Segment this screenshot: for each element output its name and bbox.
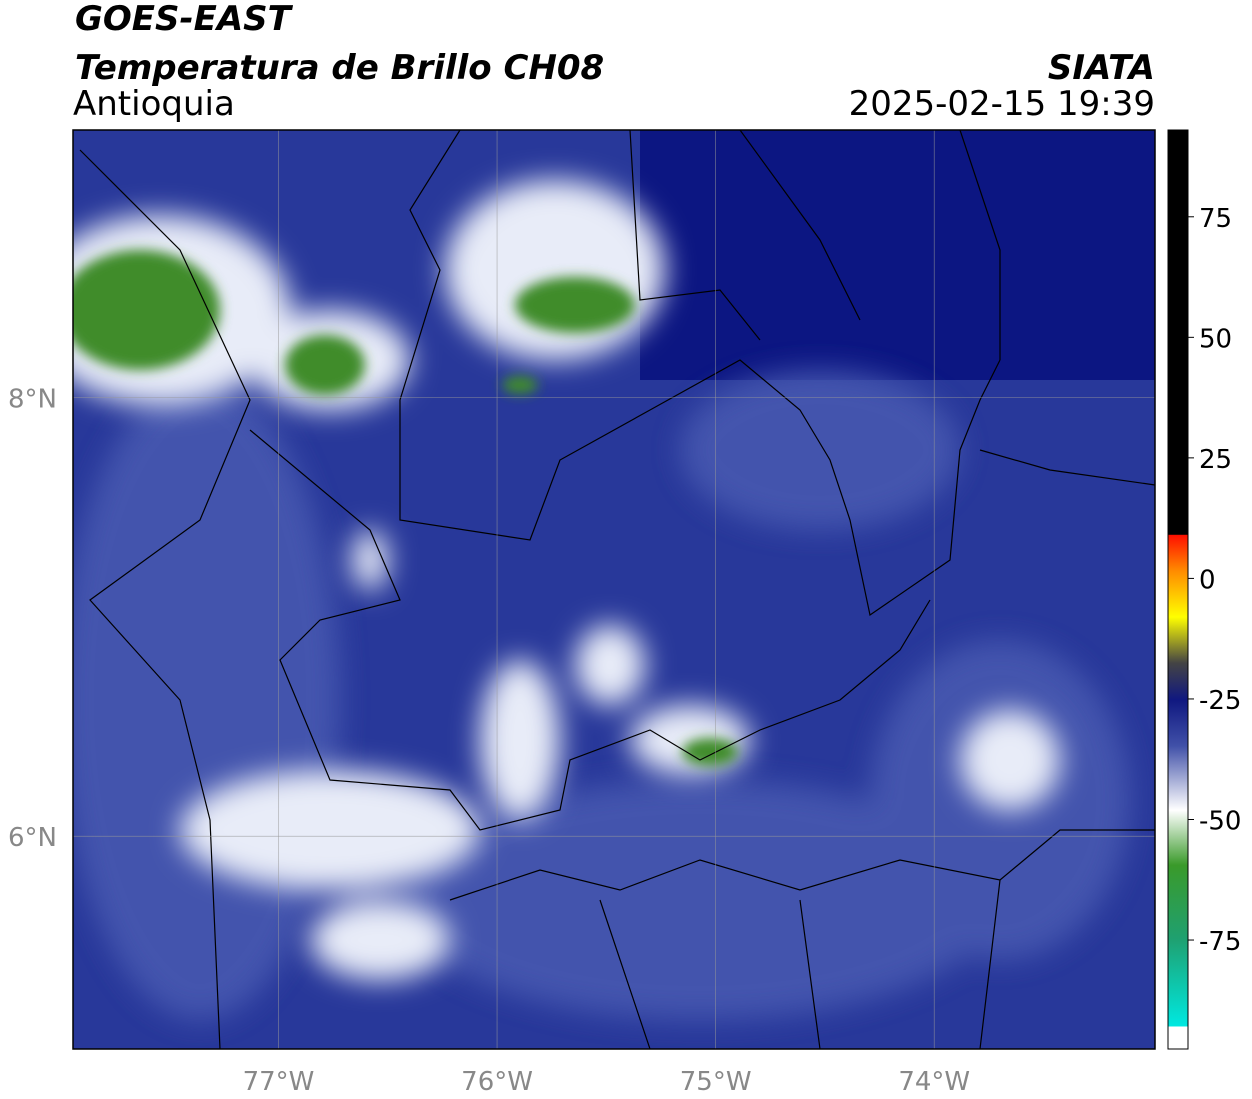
colorbar-tick-label: 0: [1199, 565, 1216, 595]
colorbar-tick-label: 75: [1199, 204, 1232, 234]
colorbar-tick-label: -50: [1199, 806, 1241, 836]
title: GOES-EAST: [75, 0, 294, 39]
x-tick-label: 75°W: [680, 1067, 752, 1097]
region: Antioquia: [73, 84, 235, 124]
x-tick-label: 77°W: [243, 1067, 315, 1097]
colorbar: [1167, 129, 1189, 1050]
satellite-image: [73, 130, 1155, 1049]
colorbar-tick-label: -25: [1199, 686, 1241, 716]
x-tick-label: 76°W: [461, 1067, 533, 1097]
colorbar-tick-label: 25: [1199, 445, 1232, 475]
colorbar-tick-label: 50: [1199, 324, 1232, 354]
x-tick-label: 74°W: [898, 1067, 970, 1097]
y-tick-label: 6°N: [8, 823, 57, 853]
map-frame: [72, 129, 1156, 1050]
colorbar-tick-label: -75: [1199, 927, 1241, 957]
source: SIATA: [1048, 48, 1155, 88]
y-tick-label: 8°N: [8, 385, 57, 415]
datetime: 2025-02-15 19:39: [849, 84, 1155, 124]
subtitle: Temperatura de Brillo CH08: [75, 48, 604, 88]
